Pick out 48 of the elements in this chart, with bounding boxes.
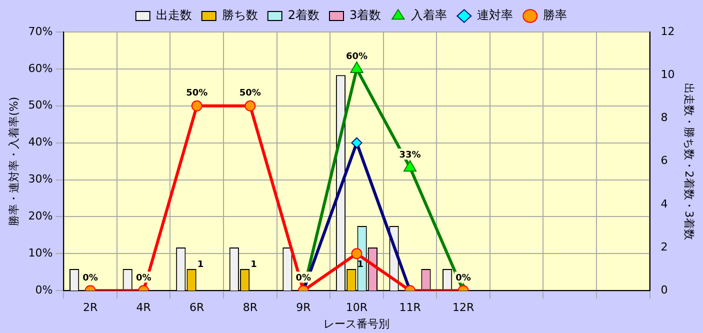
y2-tick-label: 2 [660, 240, 668, 254]
data-label: 33% [399, 150, 421, 160]
x-tick-label: 8R [242, 301, 258, 314]
x-tick-label: 2R [82, 301, 98, 314]
y2-tick-label: 12 [660, 24, 675, 38]
y-tick-label: 50% [28, 98, 53, 112]
data-label: 1 [250, 260, 257, 270]
y-tick-label: 40% [28, 136, 53, 149]
data-label: 1 [357, 260, 364, 270]
y-tick-label: 70% [28, 24, 53, 38]
legend-label: 入着率 [411, 8, 448, 22]
y-tick-label: 60% [28, 62, 53, 75]
y2-tick-label: 10 [660, 68, 675, 81]
y2-tick-label: 8 [660, 111, 668, 124]
x-tick-label: 10R [346, 301, 368, 314]
data-label: 1 [197, 260, 204, 270]
data-label: 0% [136, 273, 152, 284]
x-tick-label: 4R [136, 301, 152, 314]
point [244, 100, 256, 112]
y2-tick-label: 6 [660, 154, 668, 168]
legend-label: 勝率 [543, 8, 568, 22]
x-tick-label: 11R [399, 301, 422, 314]
y2-tick-label: 0 [660, 283, 668, 296]
y2-axis-title: 出走数・勝ち数・2着数・3着数 [682, 82, 696, 240]
legend-label: 出走数 [156, 8, 192, 22]
x-tick-label: 12R [452, 301, 474, 314]
y-tick-label: 20% [28, 210, 53, 223]
point [351, 137, 362, 148]
legend-label: 3着数 [350, 8, 382, 22]
data-label: 60% [346, 52, 368, 62]
y-tick-label: 30% [28, 172, 53, 186]
data-label: 0% [296, 273, 312, 284]
data-label: 50% [239, 88, 261, 99]
data-label: 50% [186, 88, 208, 99]
y-tick-label: 0% [35, 283, 53, 296]
point [403, 160, 417, 172]
y2-tick-label: 4 [660, 197, 668, 210]
legend-label: 勝ち数 [222, 8, 258, 22]
y-axis-title: 勝率・連対率・入着率(%) [7, 96, 20, 226]
data-label: 0% [456, 273, 471, 284]
point [191, 100, 202, 112]
x-tick-label: 9R [296, 301, 312, 314]
legend-label: 2着数 [288, 8, 320, 22]
y-tick-label: 10% [28, 246, 53, 260]
data-label: 0% [82, 273, 98, 284]
x-tick-label: 6R [190, 301, 205, 314]
legend-label: 連対率 [477, 8, 514, 22]
x-axis-title: レース番号別 [324, 317, 390, 330]
